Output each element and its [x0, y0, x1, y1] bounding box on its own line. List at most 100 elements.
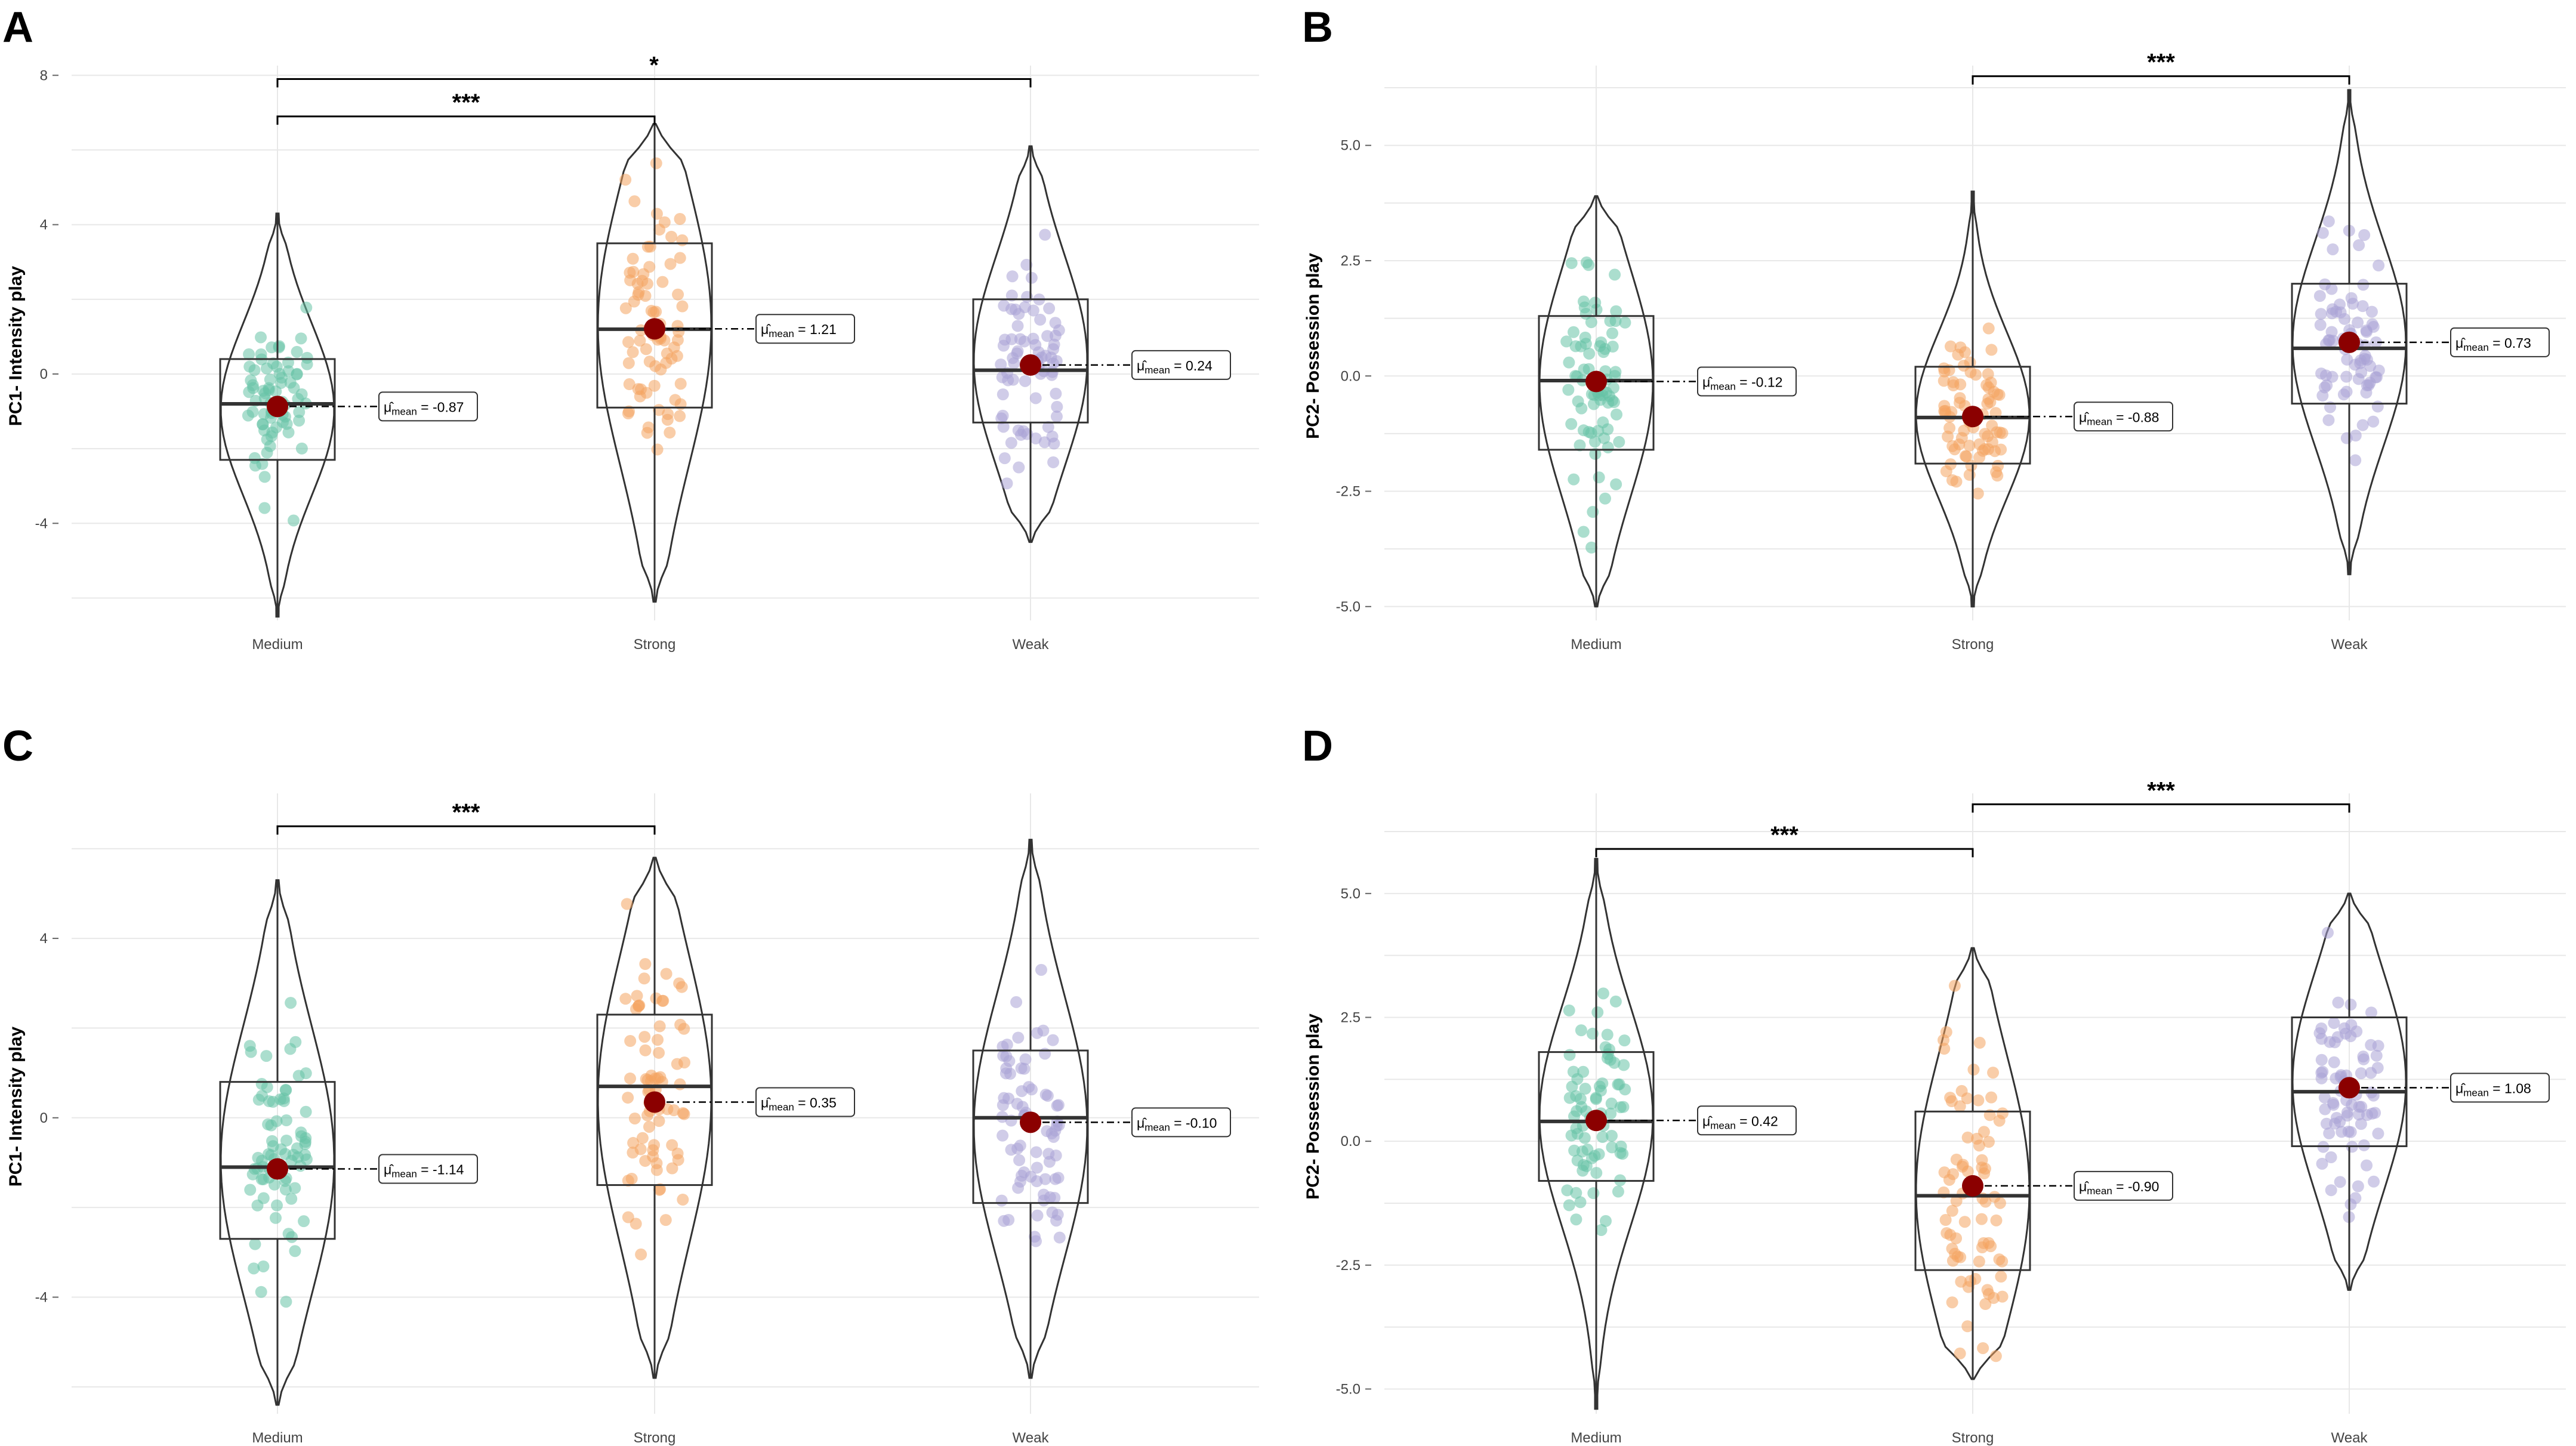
data-point: [2341, 353, 2353, 366]
data-point: [1950, 1153, 1963, 1166]
data-point: [1020, 258, 1033, 271]
data-point: [298, 1215, 310, 1228]
data-point: [1938, 400, 1951, 412]
data-point: [2361, 353, 2373, 366]
data-point: [1563, 1004, 1575, 1016]
violin: [2291, 892, 2407, 1291]
data-point: [2322, 414, 2335, 427]
mean-point: [1962, 1175, 1983, 1197]
data-point: [1014, 1139, 1026, 1152]
mean-label-box: [755, 1087, 855, 1117]
data-point: [668, 341, 680, 354]
data-point: [2352, 316, 2364, 329]
data-point: [1611, 408, 1623, 421]
significance-label: ***: [2147, 777, 2175, 804]
data-point: [1990, 1214, 2003, 1226]
data-point: [285, 997, 297, 1009]
data-point: [1996, 1107, 2009, 1120]
data-point: [277, 1095, 290, 1107]
mean-point: [2339, 331, 2360, 353]
violin: [1915, 947, 2031, 1380]
data-point: [1939, 1214, 1952, 1226]
data-point: [1994, 1197, 2006, 1209]
data-point: [289, 1182, 301, 1194]
data-point: [997, 388, 1009, 401]
data-point: [2361, 1159, 2373, 1172]
mean-label-box: [378, 391, 478, 422]
data-point: [2373, 259, 2385, 271]
data-point: [1008, 357, 1020, 369]
data-point: [2313, 290, 2326, 302]
data-point: [267, 1140, 279, 1153]
data-point: [630, 1003, 643, 1015]
mean-label-box: [2074, 401, 2173, 432]
data-point: [622, 336, 635, 348]
data-point: [1046, 430, 1059, 443]
data-point: [1025, 271, 1038, 284]
data-point: [1945, 1095, 1958, 1108]
panel-letter: D: [1302, 722, 1333, 770]
data-point: [288, 382, 300, 394]
data-point: [1982, 1136, 1995, 1148]
data-point: [1613, 435, 1625, 448]
data-point: [1001, 477, 1013, 490]
data-point: [1949, 1247, 1961, 1260]
data-point: [1005, 437, 1017, 449]
data-point: [1598, 432, 1611, 444]
data-point: [2367, 415, 2380, 428]
data-point: [635, 1248, 647, 1260]
y-tick-label: 8: [40, 67, 48, 84]
group-strong: μ̂mean = 1.21: [596, 123, 855, 603]
data-point: [1563, 1049, 1576, 1061]
data-point: [653, 1184, 665, 1196]
data-point: [255, 1173, 268, 1185]
data-point: [258, 408, 270, 421]
data-point: [2336, 1126, 2348, 1138]
data-point: [1982, 1288, 1995, 1300]
data-point: [2316, 390, 2329, 402]
data-point: [650, 305, 662, 318]
data-point: [284, 1043, 297, 1055]
data-point: [630, 1218, 642, 1230]
data-point: [1612, 1185, 1624, 1198]
bracket-line: [1595, 848, 1974, 858]
data-point: [1589, 447, 1602, 460]
data-point: [1961, 1320, 1974, 1333]
data-point: [1610, 478, 1622, 490]
mean-label-text: μ̂mean = -1.14: [384, 1162, 464, 1180]
data-point: [279, 1184, 292, 1196]
data-point: [624, 1072, 637, 1084]
data-point: [2356, 300, 2369, 313]
data-point: [243, 348, 255, 360]
mean-label-text: μ̂mean = 0.42: [1702, 1113, 1778, 1131]
data-point: [1969, 369, 1982, 381]
data-point: [648, 1139, 661, 1151]
data-point: [622, 357, 635, 369]
data-point: [1975, 1213, 1988, 1225]
data-point: [636, 1132, 649, 1144]
data-point: [1032, 346, 1045, 359]
mean-label-box: [1131, 1107, 1231, 1138]
data-point: [1047, 1130, 1060, 1143]
data-point: [2349, 430, 2362, 442]
data-point: [1575, 1024, 1587, 1037]
significance-bracket: ***: [1972, 777, 2350, 813]
data-point: [293, 406, 306, 418]
data-point: [1977, 1237, 1990, 1249]
group-medium: μ̂mean = -1.14: [219, 879, 478, 1406]
mean-label-text: μ̂mean = -0.10: [1137, 1115, 1217, 1133]
data-point: [664, 427, 676, 439]
mean-label-box: [1697, 1105, 1797, 1136]
y-tick-label: -2.5: [1336, 1257, 1361, 1274]
data-point: [1010, 996, 1023, 1008]
data-point: [2316, 227, 2329, 239]
mean-label: μ̂mean = 0.73: [2450, 327, 2550, 357]
y-tick-label: 0.0: [1341, 368, 1361, 384]
mean-label: μ̂mean = 0.35: [755, 1087, 855, 1117]
mean-label-text: μ̂mean = -0.88: [2079, 409, 2159, 427]
data-point: [1031, 1027, 1044, 1039]
data-point: [280, 1296, 292, 1308]
data-point: [1614, 1101, 1627, 1114]
data-point: [1990, 466, 2003, 478]
y-tick-label: 2.5: [1341, 1009, 1361, 1025]
